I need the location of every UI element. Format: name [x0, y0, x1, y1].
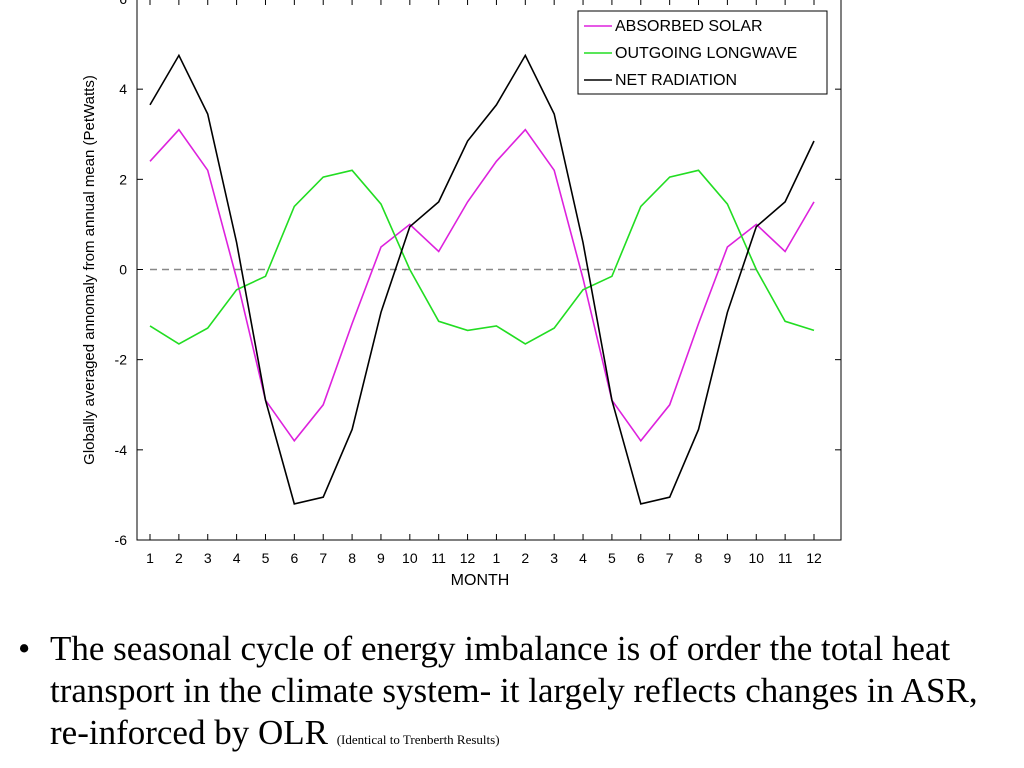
x-tick-label: 12: [806, 550, 822, 566]
x-tick-label: 11: [431, 550, 446, 566]
x-tick-label: 6: [637, 550, 645, 566]
bullet-note: (Identical to Trenberth Results): [336, 732, 500, 747]
x-tick-label: 10: [748, 550, 764, 566]
x-tick-label: 4: [579, 550, 587, 566]
bullet-text-block: The seasonal cycle of energy imbalance i…: [50, 628, 1015, 761]
x-tick-label: 8: [695, 550, 703, 566]
series-lines: [149, 53, 815, 505]
x-tick-label: 4: [233, 550, 241, 566]
legend-label-absorbed-solar: ABSORBED SOLAR: [615, 18, 763, 35]
x-tick-label: 1: [146, 550, 154, 566]
x-tick-label: 5: [608, 550, 616, 566]
axes: -6-4-20246123456789101112123456789101112: [115, 0, 842, 566]
x-tick-label: 3: [550, 550, 558, 566]
x-axis-label: MONTH: [451, 572, 510, 589]
x-tick-label: 7: [666, 550, 674, 566]
y-tick-label: -2: [115, 352, 128, 368]
x-tick-label: 5: [262, 550, 270, 566]
y-tick-label: -6: [115, 532, 128, 548]
series-line-net-radiation: [149, 53, 815, 505]
y-tick-label: 2: [119, 171, 127, 187]
series-line-outgoing-longwave: [149, 169, 815, 345]
x-tick-label: 9: [723, 550, 731, 566]
legend-label-outgoing-longwave: OUTGOING LONGWAVE: [615, 45, 797, 62]
legend-label-net-radiation: NET RADIATION: [615, 72, 737, 89]
x-tick-label: 7: [319, 550, 327, 566]
y-tick-label: 0: [119, 262, 127, 278]
legend-box: [577, 10, 828, 95]
bullet-main-text: The seasonal cycle of energy imbalance i…: [50, 629, 978, 752]
x-tick-label: 2: [175, 550, 183, 566]
series-line-absorbed-solar: [149, 128, 815, 443]
x-tick-label: 2: [521, 550, 529, 566]
y-axis-label: Globally averaged annomaly from annual m…: [81, 75, 98, 465]
x-tick-label: 3: [204, 550, 212, 566]
bullet-marker: •: [18, 629, 31, 668]
y-tick-label: -4: [115, 442, 128, 458]
x-tick-label: 6: [290, 550, 298, 566]
x-tick-label: 10: [402, 550, 418, 566]
x-tick-label: 11: [778, 550, 793, 566]
line-chart: -6-4-20246123456789101112123456789101112…: [81, 0, 842, 589]
y-tick-label: 4: [119, 81, 127, 97]
x-tick-label: 12: [460, 550, 476, 566]
x-tick-label: 9: [377, 550, 385, 566]
x-tick-label: 8: [348, 550, 356, 566]
x-tick-label: 1: [493, 550, 501, 566]
y-tick-label: 6: [119, 0, 127, 7]
legend: ABSORBED SOLAR OUTGOING LONGWAVE NET RADIA…: [577, 10, 828, 95]
